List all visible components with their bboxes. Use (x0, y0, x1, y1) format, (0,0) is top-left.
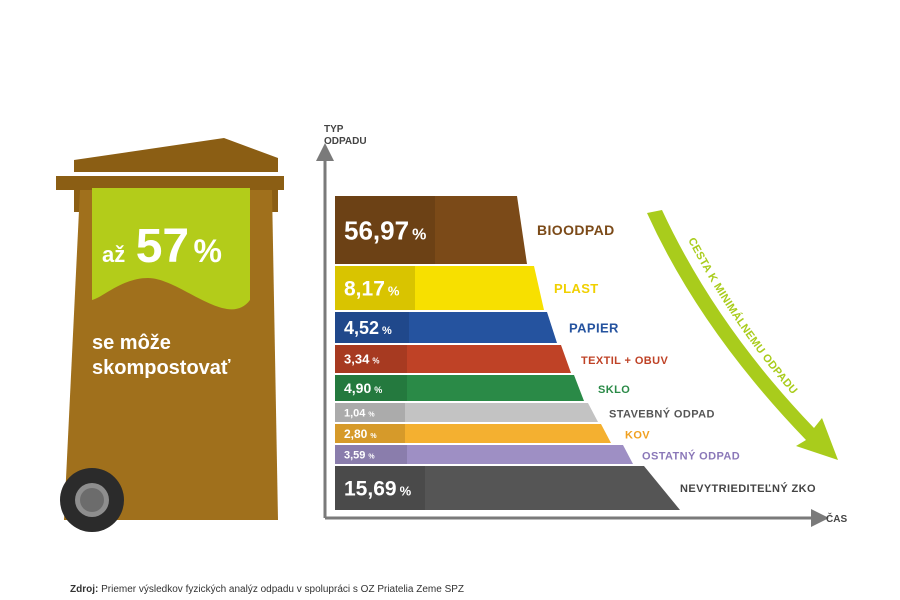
bar-category-label-2: PLAST (554, 281, 599, 296)
bar-value-label-2: 8,17% (344, 278, 400, 301)
bar-shade-2 (335, 266, 415, 310)
bar-category-label-5: SKLO (598, 384, 630, 396)
bar-category-label-9: NEVYTRIEDITEĽNÝ ZKO (680, 482, 816, 495)
minimal-waste-arrow: CESTA K MINIMÁLNEMU ODPADU (647, 210, 838, 460)
bar-category-label-6: STAVEBNÝ ODPAD (609, 408, 715, 421)
bar-shade-5 (335, 375, 407, 401)
source-text: Priemer výsledkov fyzických analýz odpad… (101, 584, 465, 595)
bar-value-label-1: 56,97% (344, 215, 426, 245)
bar-7 (335, 424, 611, 443)
waste-bars: 56,97% BIOODPAD 8,17% PLAST 4,52% PAPIER 3,34%… (335, 196, 816, 510)
bar-shade-8 (335, 445, 407, 464)
bar-category-label-1: BIOODPAD (537, 222, 615, 238)
y-axis-label-line1: TYP (324, 124, 344, 135)
bin-percent-text: až 57 % (102, 220, 222, 273)
bar-value-label-3: 4,52% (344, 318, 392, 338)
chart-axes: TYP ODPADU ČAS (316, 124, 847, 527)
bar-4 (335, 345, 571, 373)
bin-hinge-right-icon (268, 188, 278, 212)
bar-shade-3 (335, 312, 409, 343)
curved-arrow-icon (647, 210, 838, 460)
bar-value-label-5: 4,90% (344, 380, 382, 396)
compost-bin: až 57 % se môže skompostovať (56, 138, 284, 532)
bar-value-label-4: 3,34% (344, 352, 379, 367)
bin-caption-line2: skompostovať (92, 357, 231, 379)
bar-category-label-8: OSTATNÝ ODPAD (642, 450, 740, 463)
bar-shade-6 (335, 403, 405, 422)
bar-value-label-6: 1,04% (344, 407, 375, 419)
bar-value-label-7: 2,80% (344, 427, 377, 441)
bar-shade-1 (335, 196, 435, 264)
source-label: Zdroj: (70, 584, 99, 595)
bar-category-label-7: KOV (625, 430, 650, 442)
y-axis-label-line2: ODPADU (324, 136, 367, 147)
bar-value-label-8: 3,59% (344, 449, 375, 461)
bin-label-panel (92, 188, 250, 310)
bar-6 (335, 403, 598, 422)
bar-9 (335, 466, 680, 510)
bar-shade-4 (335, 345, 407, 373)
bin-lid-rim (56, 176, 284, 190)
bar-1 (335, 196, 527, 264)
bin-caption-line1: se môže (92, 332, 171, 354)
bar-category-label-4: TEXTIL + OBUV (581, 355, 668, 367)
bin-hinge-left-icon (74, 188, 84, 212)
bar-category-label-3: PAPIER (569, 321, 619, 336)
bar-2 (335, 266, 544, 310)
bar-3 (335, 312, 557, 343)
bar-8 (335, 445, 633, 464)
bar-shade-9 (335, 466, 425, 510)
x-axis-label: ČAS (826, 512, 847, 525)
bar-value-label-9: 15,69% (344, 478, 412, 501)
source-footer: Zdroj: Priemer výsledkov fyzických analý… (70, 584, 464, 595)
bar-5 (335, 375, 584, 401)
arrow-label: CESTA K MINIMÁLNEMU ODPADU (685, 236, 799, 397)
bar-shade-7 (335, 424, 405, 443)
bin-lid-icon (74, 138, 278, 172)
